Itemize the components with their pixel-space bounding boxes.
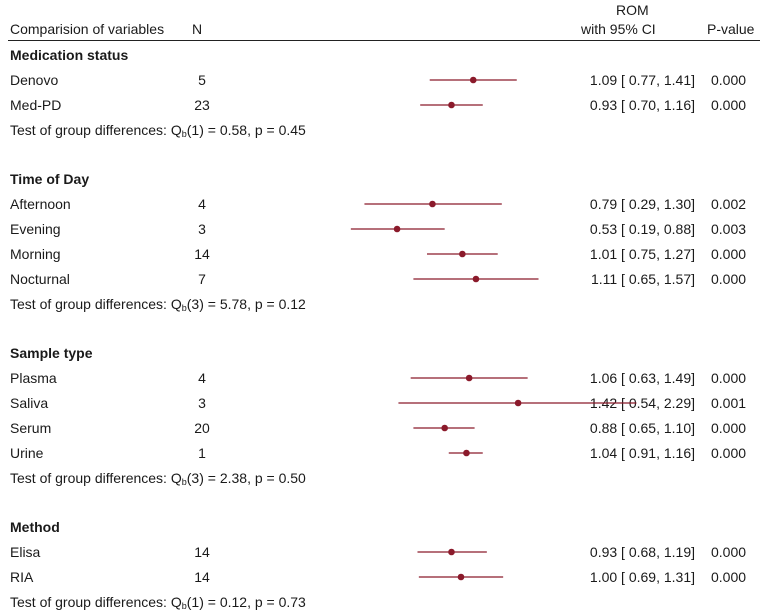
row-n: 14: [194, 544, 210, 560]
test-prefix: Test of group differences: Q: [10, 470, 182, 486]
row-label: Nocturnal: [10, 271, 70, 287]
header-pvalue: P-value: [707, 21, 755, 37]
row-pvalue: 0.003: [711, 221, 747, 237]
header-variable: Comparision of variables: [10, 21, 165, 37]
test-subscript: b: [181, 129, 187, 139]
point-estimate: [459, 250, 466, 258]
row-n: 7: [198, 271, 206, 287]
row-n: 14: [194, 569, 210, 585]
row-n: 23: [194, 97, 210, 113]
group-title: Time of Day: [10, 171, 90, 187]
row-n: 4: [198, 196, 206, 212]
row-estimate-ci: 1.01 [ 0.75, 1.27]: [589, 246, 695, 262]
row-label: Saliva: [10, 395, 49, 411]
test-suffix: (3) = 5.78, p = 0.12: [186, 296, 306, 312]
point-estimate: [465, 374, 473, 382]
test-prefix: Test of group differences: Q: [10, 122, 182, 138]
test-prefix: Test of group differences: Q: [10, 594, 182, 610]
point-estimate: [457, 573, 465, 581]
row-label: Plasma: [10, 370, 57, 386]
row-label: Serum: [10, 420, 52, 436]
header-estimate-line1: ROM: [616, 2, 649, 18]
row-label: Urine: [10, 445, 44, 461]
row-pvalue: 0.000: [711, 420, 747, 436]
row-pvalue: 0.000: [711, 569, 747, 585]
row-pvalue: 0.000: [711, 544, 747, 560]
point-estimate: [448, 548, 455, 556]
group-difference-test: Test of group differences: Qb(1) = 0.12,…: [10, 594, 306, 611]
point-estimate: [463, 449, 470, 457]
row-label: RIA: [10, 569, 34, 585]
row-pvalue: 0.000: [711, 271, 747, 287]
row-label: Med-PD: [10, 97, 62, 113]
group-title: Sample type: [10, 345, 93, 361]
row-label: Afternoon: [10, 196, 71, 212]
row-estimate-ci: 0.93 [ 0.68, 1.19]: [589, 544, 695, 560]
header-n: N: [192, 21, 203, 37]
row-pvalue: 0.000: [711, 445, 747, 461]
point-estimate: [514, 399, 522, 407]
row-label: Denovo: [10, 72, 59, 88]
row-estimate-ci: 0.93 [ 0.70, 1.16]: [589, 97, 695, 113]
row-pvalue: 0.000: [711, 97, 747, 113]
group-title: Medication status: [10, 47, 129, 63]
test-subscript: b: [181, 477, 187, 487]
row-n: 1: [198, 445, 206, 461]
group-title: Method: [10, 519, 60, 535]
row-pvalue: 0.000: [711, 246, 747, 262]
row-n: 3: [198, 395, 206, 411]
row-label: Morning: [10, 246, 61, 262]
test-subscript: b: [181, 601, 187, 611]
point-estimate: [393, 225, 401, 233]
row-label: Elisa: [10, 544, 41, 560]
row-pvalue: 0.001: [711, 395, 747, 411]
row-n: 3: [198, 221, 206, 237]
test-suffix: (3) = 2.38, p = 0.50: [186, 470, 306, 486]
row-estimate-ci: 1.04 [ 0.91, 1.16]: [589, 445, 695, 461]
row-pvalue: 0.002: [711, 196, 747, 212]
point-estimate: [472, 275, 480, 283]
row-estimate-ci: 0.88 [ 0.65, 1.10]: [589, 420, 695, 436]
point-estimate: [441, 424, 448, 432]
row-estimate-ci: 1.09 [ 0.77, 1.41]: [589, 72, 695, 88]
row-n: 5: [198, 72, 206, 88]
row-estimate-ci: 1.00 [ 0.69, 1.31]: [589, 569, 695, 585]
row-n: 14: [194, 246, 210, 262]
header-rule: [8, 40, 760, 41]
row-pvalue: 0.000: [711, 72, 747, 88]
group-difference-test: Test of group differences: Qb(3) = 2.38,…: [10, 470, 306, 487]
row-n: 20: [194, 420, 210, 436]
group-difference-test: Test of group differences: Qb(1) = 0.58,…: [10, 122, 306, 139]
row-estimate-ci: 1.06 [ 0.63, 1.49]: [589, 370, 695, 386]
row-pvalue: 0.000: [711, 370, 747, 386]
row-n: 4: [198, 370, 206, 386]
header-estimate-line2: with 95% CI: [581, 21, 656, 37]
test-prefix: Test of group differences: Q: [10, 296, 182, 312]
row-estimate-ci: 0.53 [ 0.19, 0.88]: [589, 221, 695, 237]
test-suffix: (1) = 0.12, p = 0.73: [186, 594, 306, 610]
test-suffix: (1) = 0.58, p = 0.45: [186, 122, 306, 138]
row-estimate-ci: 0.79 [ 0.29, 1.30]: [589, 196, 695, 212]
test-subscript: b: [181, 303, 187, 313]
group-difference-test: Test of group differences: Qb(3) = 5.78,…: [10, 296, 306, 313]
row-estimate-ci: 1.11 [ 0.65, 1.57]: [590, 271, 695, 287]
row-label: Evening: [10, 221, 61, 237]
point-estimate: [469, 76, 477, 84]
point-estimate: [429, 200, 436, 208]
point-estimate: [448, 101, 455, 109]
